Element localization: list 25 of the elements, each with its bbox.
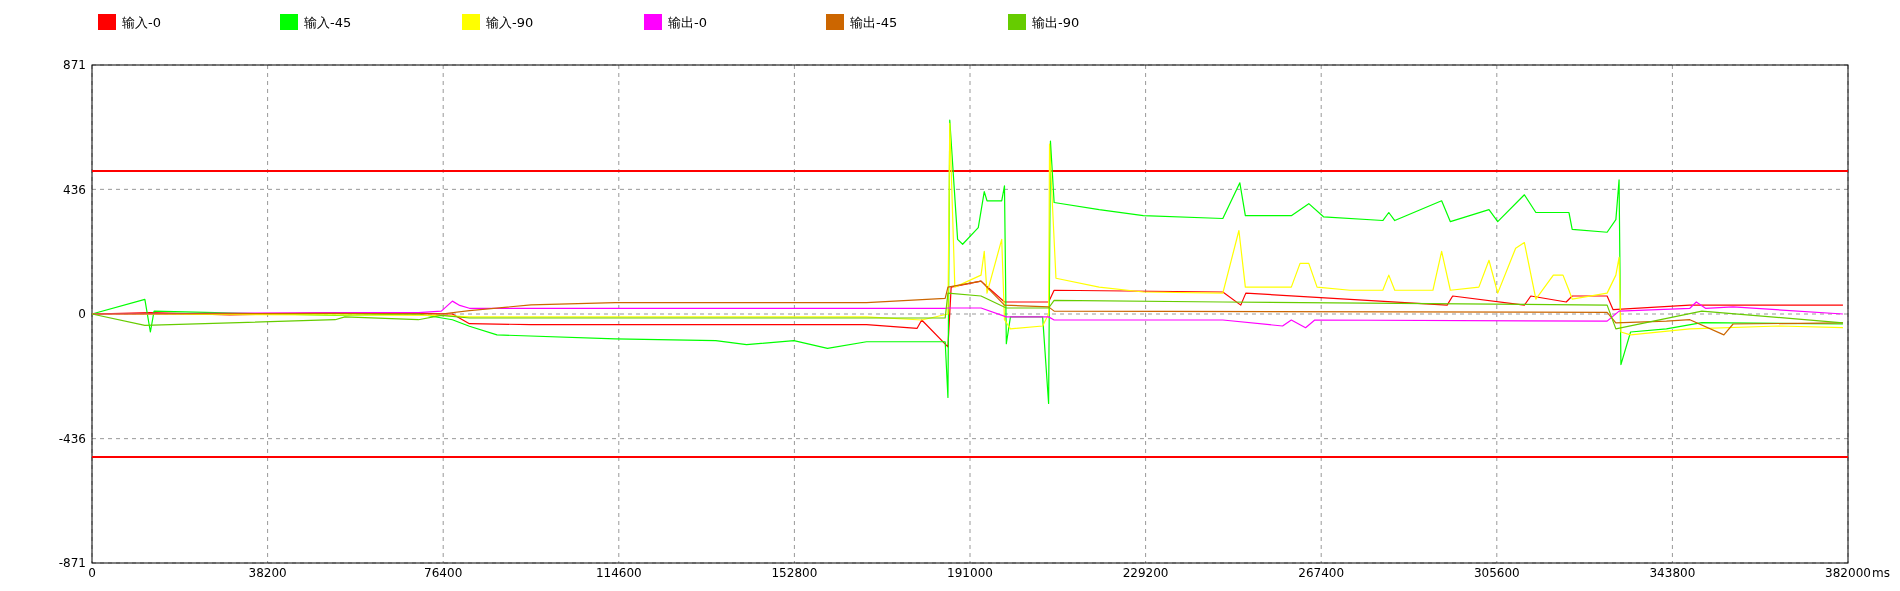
x-tick-label: 267400 — [1298, 566, 1345, 580]
x-tick-label: 0 — [88, 566, 96, 580]
x-tick-label: 305600 — [1473, 566, 1520, 580]
legend-label: 输出-45 — [850, 15, 898, 30]
x-tick-label: 191000 — [947, 566, 993, 580]
line-series — [91, 292, 1844, 330]
legend-label: 输出-90 — [1032, 15, 1080, 30]
y-tick-label: 871 — [63, 58, 86, 73]
x-tick-label: 343800 — [1649, 566, 1696, 580]
y-tick-label: 436 — [63, 182, 86, 197]
legend-label: 输出-0 — [668, 15, 707, 30]
legend-label: 输入-90 — [486, 15, 534, 30]
x-tick-label: 114600 — [595, 566, 642, 580]
x-tick-label: 38200 — [248, 566, 287, 580]
x-tick-label: 382000 — [1825, 566, 1871, 580]
line-series — [91, 280, 1844, 336]
x-tick-label: 229200 — [1122, 566, 1169, 580]
legend-label: 输入-45 — [304, 15, 352, 30]
x-tick-label: 76400 — [424, 566, 463, 580]
y-tick-label: -436 — [58, 431, 86, 446]
x-tick-label: 152800 — [771, 566, 818, 580]
y-tick-label: 0 — [78, 307, 86, 322]
legend-label: 输入-0 — [122, 15, 161, 30]
x-axis-title: ms — [1872, 566, 1890, 580]
y-tick-label: -871 — [58, 556, 86, 571]
